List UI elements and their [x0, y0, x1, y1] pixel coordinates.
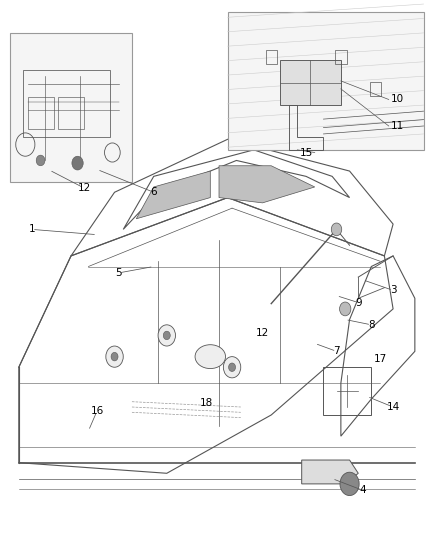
Text: 12: 12 — [256, 328, 269, 338]
Bar — [58, 97, 84, 128]
Circle shape — [111, 352, 118, 361]
Bar — [280, 60, 341, 105]
Circle shape — [163, 331, 170, 340]
Bar — [28, 97, 53, 128]
Circle shape — [158, 325, 176, 346]
Text: 10: 10 — [391, 94, 404, 104]
Text: 4: 4 — [359, 485, 366, 495]
Text: 9: 9 — [355, 297, 362, 308]
Bar — [370, 82, 381, 96]
Polygon shape — [302, 460, 358, 484]
Polygon shape — [219, 166, 315, 203]
Circle shape — [106, 346, 123, 367]
Bar — [228, 12, 424, 150]
Text: 11: 11 — [391, 121, 404, 131]
Text: 5: 5 — [116, 268, 122, 278]
Text: 12: 12 — [78, 183, 91, 193]
Circle shape — [229, 363, 236, 372]
Text: 17: 17 — [374, 354, 387, 364]
Circle shape — [72, 156, 83, 170]
Circle shape — [36, 155, 45, 166]
Circle shape — [339, 302, 351, 316]
Text: 18: 18 — [199, 398, 212, 408]
Bar — [10, 33, 132, 182]
Text: 8: 8 — [368, 320, 374, 330]
Bar — [23, 70, 110, 136]
Circle shape — [331, 223, 342, 236]
Circle shape — [340, 472, 359, 496]
Polygon shape — [136, 171, 210, 219]
Circle shape — [223, 357, 241, 378]
Text: 6: 6 — [150, 187, 157, 197]
Text: 14: 14 — [386, 402, 400, 412]
Bar — [265, 50, 277, 64]
Text: 16: 16 — [91, 406, 104, 416]
Ellipse shape — [195, 345, 226, 368]
Text: 15: 15 — [300, 148, 313, 158]
Bar — [323, 367, 371, 415]
Text: 3: 3 — [390, 285, 396, 295]
Text: 1: 1 — [28, 224, 35, 235]
Text: 7: 7 — [333, 346, 340, 357]
Bar — [335, 50, 346, 64]
